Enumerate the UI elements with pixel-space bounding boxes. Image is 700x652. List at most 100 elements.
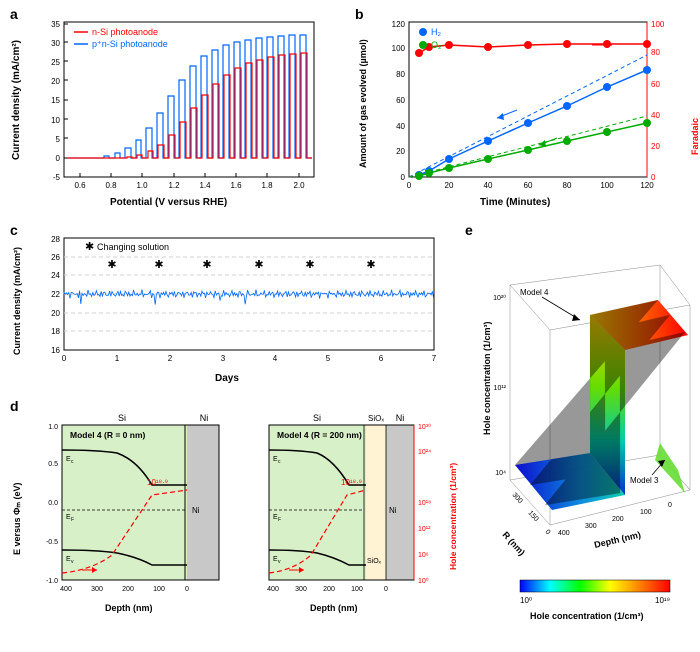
svg-text:10¹²: 10¹² — [418, 526, 431, 533]
svg-text:120: 120 — [392, 20, 406, 29]
svg-text:5: 5 — [56, 135, 61, 144]
svg-text:Ni: Ni — [192, 506, 200, 515]
axis-b-yr: Faradaic efficiency (%) — [690, 113, 700, 155]
axis-d-yl: E versus Φₘ (eV) — [12, 482, 23, 555]
svg-text:300: 300 — [585, 523, 597, 530]
svg-text:300: 300 — [511, 492, 524, 505]
chart-b: 02040 6080100120 02040 6080100 02040 608… — [367, 10, 692, 210]
svg-text:Changing solution: Changing solution — [97, 242, 169, 252]
svg-text:1.6: 1.6 — [230, 181, 242, 190]
svg-text:-5: -5 — [53, 173, 61, 182]
legend-a-red: n-Si photoanode — [92, 27, 158, 37]
svg-text:100: 100 — [351, 586, 363, 593]
svg-text:Model 4 (R = 0 nm): Model 4 (R = 0 nm) — [70, 430, 145, 440]
svg-text:60: 60 — [524, 181, 533, 190]
svg-text:7: 7 — [432, 354, 437, 363]
svg-text:Model 3: Model 3 — [630, 476, 659, 485]
svg-text:✱: ✱ — [202, 259, 211, 271]
svg-text:0.0: 0.0 — [48, 500, 58, 507]
svg-text:80: 80 — [651, 48, 660, 57]
svg-text:26: 26 — [51, 253, 60, 262]
axis-d-x1: Depth (nm) — [105, 603, 153, 613]
svg-text:60: 60 — [396, 96, 405, 105]
svg-text:10¹⁸·⁹: 10¹⁸·⁹ — [147, 478, 168, 487]
svg-text:18: 18 — [51, 327, 60, 336]
svg-text:24: 24 — [51, 271, 60, 280]
svg-text:10: 10 — [51, 116, 60, 125]
svg-text:✱: ✱ — [154, 259, 163, 271]
svg-text:15: 15 — [51, 96, 60, 105]
svg-text:100: 100 — [153, 586, 165, 593]
svg-text:40: 40 — [396, 122, 405, 131]
svg-text:Ni: Ni — [396, 413, 405, 423]
svg-text:10²⁴: 10²⁴ — [418, 449, 431, 456]
svg-text:2.0: 2.0 — [293, 181, 305, 190]
axis-b-x: Time (Minutes) — [480, 197, 550, 208]
svg-text:Model 4 (R = 200 nm): Model 4 (R = 200 nm) — [277, 430, 362, 440]
svg-text:120: 120 — [640, 181, 654, 190]
svg-text:200: 200 — [323, 586, 335, 593]
svg-text:0: 0 — [56, 154, 61, 163]
svg-text:200: 200 — [122, 586, 134, 593]
svg-text:35: 35 — [51, 20, 60, 29]
svg-text:0.5: 0.5 — [48, 461, 58, 468]
svg-text:400: 400 — [267, 586, 279, 593]
svg-text:10³⁰: 10³⁰ — [418, 423, 431, 431]
svg-text:100: 100 — [640, 509, 652, 516]
svg-text:100: 100 — [651, 20, 665, 29]
svg-text:400: 400 — [60, 586, 72, 593]
svg-text:80: 80 — [563, 181, 572, 190]
svg-text:20: 20 — [445, 181, 454, 190]
svg-text:0.8: 0.8 — [105, 181, 117, 190]
label-d: d — [10, 398, 19, 414]
svg-text:300: 300 — [91, 586, 103, 593]
svg-text:Ni: Ni — [389, 506, 397, 515]
svg-text:20: 20 — [651, 142, 660, 151]
chart-d: Si Ni Ni Ec EF Ev Model 4 (R = 0 nm) 10¹… — [22, 405, 462, 640]
svg-text:1: 1 — [115, 354, 120, 363]
svg-text:400: 400 — [558, 530, 570, 537]
svg-text:60: 60 — [651, 80, 660, 89]
svg-text:6: 6 — [379, 354, 384, 363]
svg-text:2: 2 — [168, 354, 173, 363]
svg-text:10⁰: 10⁰ — [520, 596, 532, 605]
svg-text:Depth (nm): Depth (nm) — [593, 530, 642, 550]
svg-text:Model 4: Model 4 — [520, 288, 549, 297]
svg-text:40: 40 — [484, 181, 493, 190]
svg-text:22: 22 — [51, 290, 60, 299]
svg-text:O₂: O₂ — [431, 40, 442, 50]
svg-text:20: 20 — [51, 77, 60, 86]
axis-c-x: Days — [215, 373, 239, 384]
svg-text:10¹²: 10¹² — [494, 385, 507, 392]
axis-a-x: Potential (V versus RHE) — [110, 197, 227, 208]
svg-text:1.0: 1.0 — [136, 181, 148, 190]
svg-text:-1.0: -1.0 — [46, 578, 58, 585]
svg-text:0: 0 — [384, 586, 388, 593]
chart-c: 161820 22242628 012 345 67 ✱✱✱ ✱✱✱ ✱ Cha… — [22, 228, 452, 383]
svg-text:F: F — [278, 517, 281, 523]
svg-text:30: 30 — [51, 39, 60, 48]
chart-a: -505 101520 253035 0.60.81.0 1.21.41.6 1… — [22, 10, 342, 210]
axis-c-y: Current density (mA/cm²) — [12, 247, 22, 355]
axis-a-y: Current density (mA/cm²) — [11, 40, 22, 160]
svg-text:Hole concentration (1/cm³): Hole concentration (1/cm³) — [530, 611, 644, 621]
svg-text:0: 0 — [544, 529, 552, 537]
svg-text:10²⁰: 10²⁰ — [493, 294, 506, 302]
svg-text:0: 0 — [62, 354, 67, 363]
svg-text:0.6: 0.6 — [74, 181, 86, 190]
svg-text:✱: ✱ — [85, 241, 94, 253]
svg-text:1.4: 1.4 — [199, 181, 211, 190]
svg-text:3: 3 — [221, 354, 226, 363]
svg-text:0: 0 — [401, 173, 406, 182]
svg-text:5: 5 — [326, 354, 331, 363]
svg-text:10⁶: 10⁶ — [418, 552, 429, 559]
svg-text:20: 20 — [51, 309, 60, 318]
svg-text:10¹⁹: 10¹⁹ — [655, 596, 670, 605]
svg-text:✱: ✱ — [254, 259, 263, 271]
svg-text:100: 100 — [392, 44, 406, 53]
svg-text:10⁴: 10⁴ — [495, 470, 506, 477]
svg-text:Ni: Ni — [200, 413, 209, 423]
svg-text:-0.5: -0.5 — [46, 539, 58, 546]
chart-e: Model 4 Model 3 10⁴10¹²10²⁰ 300 150 0 40… — [460, 235, 695, 625]
svg-text:Hole concentration (1/cm³): Hole concentration (1/cm³) — [482, 321, 492, 435]
